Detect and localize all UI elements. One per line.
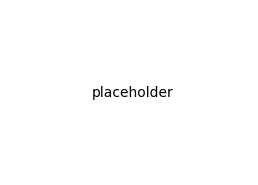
Text: placeholder: placeholder bbox=[91, 86, 173, 100]
